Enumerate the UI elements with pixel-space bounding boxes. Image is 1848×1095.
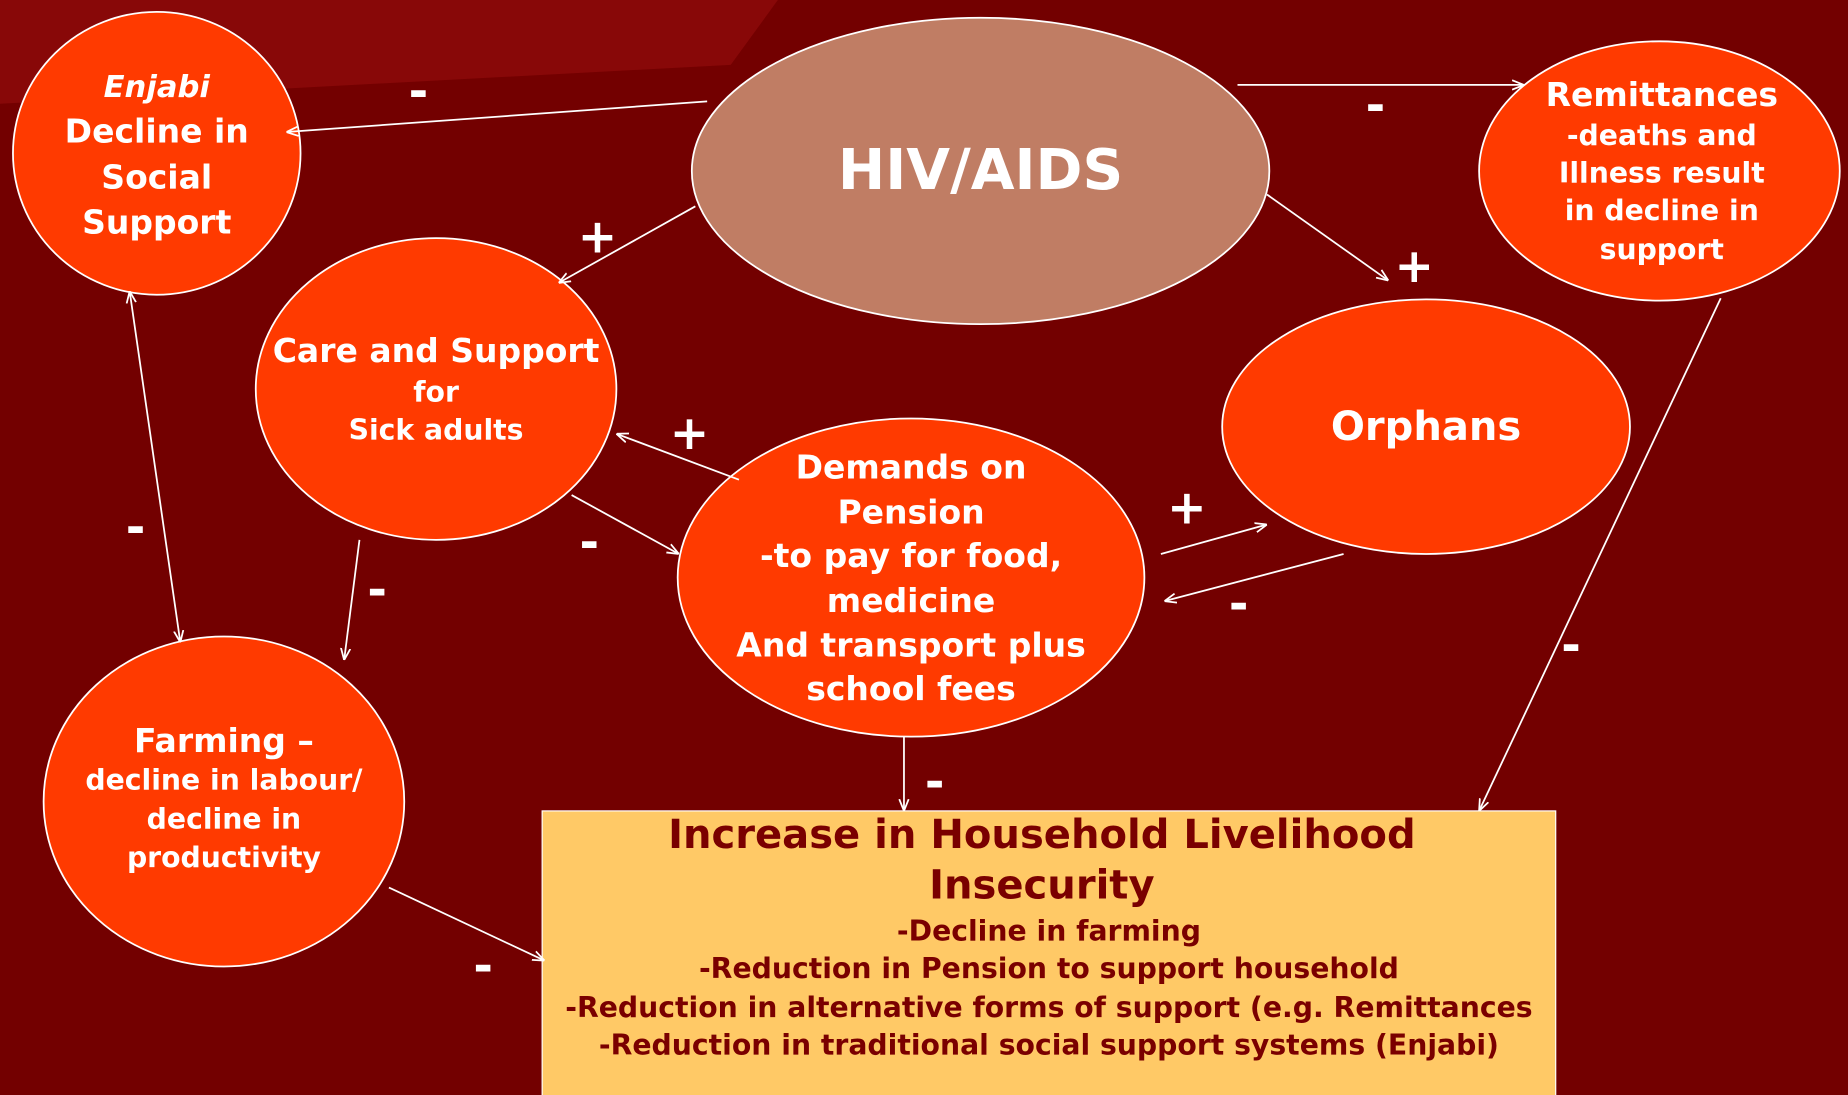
edge-sign: - bbox=[367, 563, 387, 618]
edge-sign: - bbox=[580, 516, 600, 571]
node-label: school fees bbox=[806, 669, 1016, 708]
outcome-title: Increase in Household Livelihood bbox=[668, 812, 1416, 858]
node-farming bbox=[42, 635, 406, 968]
node-label: -deaths and bbox=[1567, 119, 1757, 152]
outcome-item: -Reduction in Pension to support househo… bbox=[699, 952, 1399, 985]
node-remittances bbox=[1478, 40, 1841, 302]
node-label: Decline in bbox=[65, 112, 249, 151]
node-label: Enjabi bbox=[104, 70, 211, 105]
arrow bbox=[130, 291, 181, 642]
outcome-title: Insecurity bbox=[929, 863, 1154, 909]
edge-sign: - bbox=[126, 500, 146, 555]
outcome-item: -Reduction in traditional social support… bbox=[599, 1029, 1499, 1062]
node-orphans bbox=[1221, 298, 1631, 555]
arrow bbox=[344, 539, 361, 660]
node-label: decline in labour/ bbox=[85, 763, 363, 796]
edge-sign: - bbox=[1366, 78, 1386, 133]
node-label: Sick adults bbox=[349, 413, 524, 446]
node-label: Remittances bbox=[1546, 75, 1778, 114]
edge-sign: - bbox=[409, 64, 429, 119]
node-label: productivity bbox=[127, 841, 321, 874]
node-label: in decline in bbox=[1565, 194, 1759, 227]
node-label: Social bbox=[101, 158, 212, 197]
arrow bbox=[1160, 525, 1267, 555]
edge-sign: + bbox=[1167, 480, 1206, 535]
outcome-item: -Reduction in alternative forms of suppo… bbox=[565, 991, 1532, 1024]
arrow bbox=[1164, 553, 1344, 601]
node-label: Care and Support bbox=[273, 331, 600, 370]
node-label: Demands on bbox=[796, 448, 1027, 487]
node-hiv bbox=[690, 16, 1271, 326]
arrow bbox=[559, 205, 696, 283]
node-label: support bbox=[1600, 233, 1724, 266]
node-label: for bbox=[413, 376, 459, 409]
outcome-item: -Decline in farming bbox=[897, 914, 1201, 947]
edge-sign: - bbox=[1561, 618, 1581, 673]
arrow bbox=[1479, 297, 1722, 811]
arrow bbox=[286, 100, 708, 132]
node-label: -to pay for food, bbox=[760, 536, 1062, 575]
arrow bbox=[616, 434, 740, 481]
node-label: decline in bbox=[147, 802, 301, 835]
node-label: Orphans bbox=[1331, 404, 1521, 450]
node-label: Illness result bbox=[1559, 156, 1765, 189]
edge-sign: - bbox=[925, 755, 945, 810]
node-label: Support bbox=[82, 202, 231, 241]
node-label: Pension bbox=[837, 492, 984, 531]
edge-sign: + bbox=[1395, 239, 1434, 294]
edge-sign: - bbox=[473, 939, 493, 994]
edge-sign: + bbox=[670, 406, 710, 461]
arrow bbox=[1266, 193, 1388, 281]
node-pension bbox=[676, 417, 1146, 738]
node-label: medicine bbox=[827, 581, 995, 620]
node-label: Farming – bbox=[134, 721, 314, 760]
node-label: HIV/AIDS bbox=[838, 137, 1123, 203]
arrow bbox=[571, 494, 679, 554]
node-label: And transport plus bbox=[736, 626, 1085, 665]
node-care bbox=[254, 237, 618, 541]
edge-sign: - bbox=[1229, 577, 1249, 632]
arrow bbox=[388, 886, 545, 961]
edge-sign: + bbox=[578, 209, 618, 264]
outcome-box bbox=[541, 810, 1557, 1095]
node-enjabi bbox=[12, 10, 302, 296]
